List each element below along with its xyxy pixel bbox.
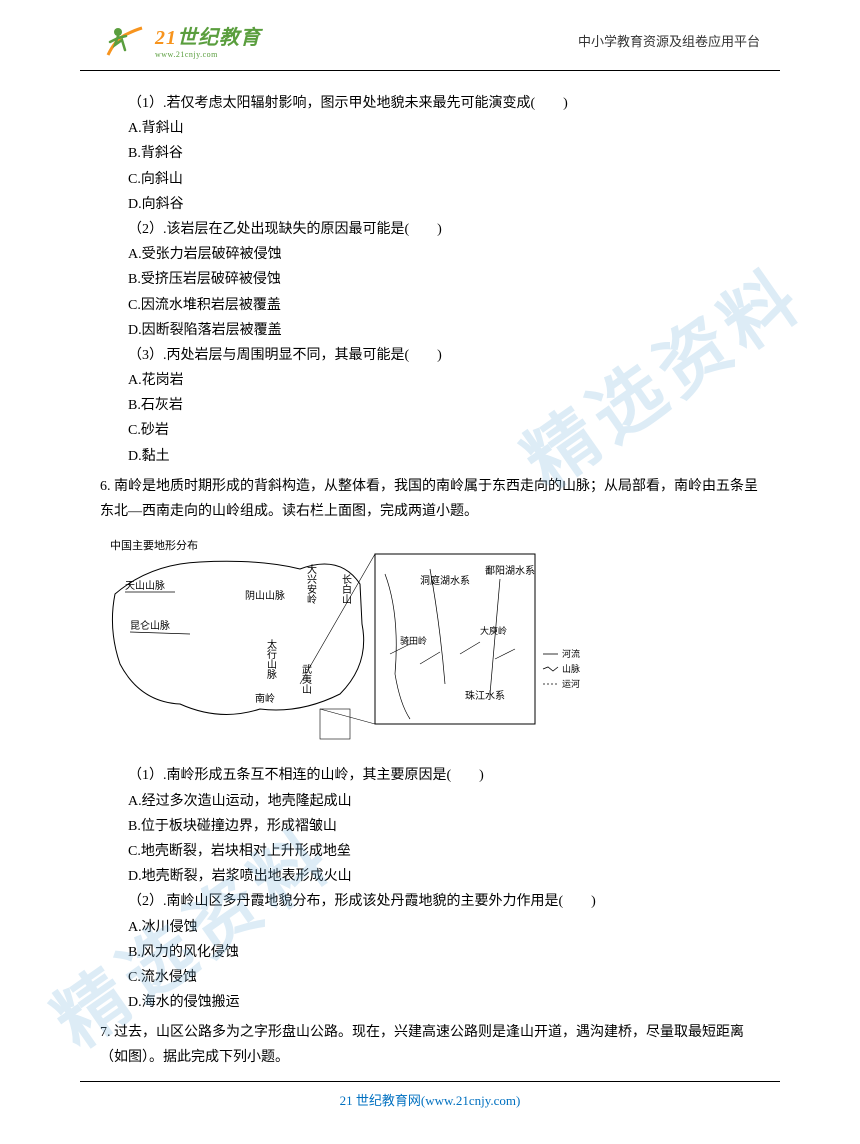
q6-2-stem: （2）.南岭山区多丹霞地貌分布，形成该处丹霞地貌的主要外力作用是( ): [100, 889, 760, 914]
q6-2-option-b: B.风力的风化侵蚀: [100, 940, 760, 965]
q5-1-option-d: D.向斜谷: [100, 192, 760, 217]
page-footer: 21 世纪教育网(www.21cnjy.com): [80, 1081, 780, 1109]
svg-text:大庾岭: 大庾岭: [480, 625, 507, 636]
q5-1-option-c: C.向斜山: [100, 167, 760, 192]
q6-1-option-d: D.地壳断裂，岩浆喷出地表形成火山: [100, 864, 760, 889]
header-subtitle: 中小学教育资源及组卷应用平台: [578, 31, 760, 50]
svg-text:南岭: 南岭: [255, 692, 275, 705]
logo-number: 21: [155, 27, 177, 49]
q6-1-option-a: A.经过多次造山运动，地壳隆起成山: [100, 789, 760, 814]
q6-2-option-a: A.冰川侵蚀: [100, 915, 760, 940]
page-header: 21世纪教育 www.21cnjy.com 中小学教育资源及组卷应用平台: [80, 0, 780, 71]
svg-text:运河: 运河: [562, 678, 580, 689]
logo-main: 21世纪教育: [155, 21, 261, 50]
svg-text:长白山: 长白山: [340, 574, 352, 604]
q6-1-stem: （1）.南岭形成五条互不相连的山岭，其主要原因是( ): [100, 763, 760, 788]
svg-text:山脉: 山脉: [562, 663, 580, 674]
q6-1-option-b: B.位于板块碰撞边界，形成褶皱山: [100, 814, 760, 839]
q6-map-figure: 中国主要地形分布 天山山脉 昆仑山脉 阴山山脉 太行山脉 大兴安岭 长白山 武夷…: [100, 534, 760, 753]
content-area: （1）.若仅考虑太阳辐射影响，图示甲处地貌未来最先可能演变成( ) A.背斜山 …: [0, 71, 860, 1091]
q5-3-option-c: C.砂岩: [100, 418, 760, 443]
q5-3-stem: （3）.丙处岩层与周围明显不同，其最可能是( ): [100, 343, 760, 368]
q5-2-stem: （2）.该岩层在乙处出现缺失的原因最可能是( ): [100, 217, 760, 242]
svg-text:河流: 河流: [562, 648, 580, 659]
q6-intro: 6. 南岭是地质时期形成的背斜构造，从整体看，我国的南岭属于东西走向的山脉；从局…: [100, 474, 760, 524]
svg-text:天山山脉: 天山山脉: [125, 579, 165, 592]
footer-url: (www.21cnjy.com): [421, 1093, 520, 1108]
q5-3-option-b: B.石灰岩: [100, 393, 760, 418]
svg-text:大兴安岭: 大兴安岭: [305, 563, 317, 605]
svg-text:阴山山脉: 阴山山脉: [245, 589, 285, 602]
svg-text:太行山脉: 太行山脉: [265, 638, 277, 679]
footer-brand: 21 世纪教育网: [340, 1093, 421, 1108]
china-map-svg: 中国主要地形分布 天山山脉 昆仑山脉 阴山山脉 太行山脉 大兴安岭 长白山 武夷…: [100, 534, 580, 744]
q5-3-option-d: D.黏土: [100, 444, 760, 469]
q5-2-option-b: B.受挤压岩层破碎被侵蚀: [100, 267, 760, 292]
q5-2-option-a: A.受张力岩层破碎被侵蚀: [100, 242, 760, 267]
q7-intro: 7. 过去，山区公路多为之字形盘山公路。现在，兴建高速公路则是逢山开道，遇沟建桥…: [100, 1020, 760, 1070]
map-title: 中国主要地形分布: [110, 539, 198, 552]
q5-1-option-b: B.背斜谷: [100, 141, 760, 166]
logo-text: 21世纪教育 www.21cnjy.com: [155, 21, 261, 59]
q5-2-option-c: C.因流水堆积岩层被覆盖: [100, 293, 760, 318]
q5-3-option-a: A.花岗岩: [100, 368, 760, 393]
logo-name: 世纪教育: [177, 27, 261, 49]
logo-url: www.21cnjy.com: [155, 50, 261, 59]
q5-1-stem: （1）.若仅考虑太阳辐射影响，图示甲处地貌未来最先可能演变成( ): [100, 91, 760, 116]
logo-icon: [100, 20, 150, 60]
q6-2-option-c: C.流水侵蚀: [100, 965, 760, 990]
svg-text:珠江水系: 珠江水系: [465, 689, 505, 702]
q5-1-option-a: A.背斜山: [100, 116, 760, 141]
svg-text:洞庭湖水系: 洞庭湖水系: [420, 574, 470, 587]
svg-text:骑田岭: 骑田岭: [400, 635, 427, 646]
q6-2-option-d: D.海水的侵蚀搬运: [100, 990, 760, 1015]
q5-2-option-d: D.因断裂陷落岩层被覆盖: [100, 318, 760, 343]
svg-text:昆仑山脉: 昆仑山脉: [130, 619, 170, 632]
svg-text:鄱阳湖水系: 鄱阳湖水系: [485, 564, 535, 577]
q6-1-option-c: C.地壳断裂，岩块相对上升形成地垒: [100, 839, 760, 864]
logo: 21世纪教育 www.21cnjy.com: [100, 20, 261, 60]
